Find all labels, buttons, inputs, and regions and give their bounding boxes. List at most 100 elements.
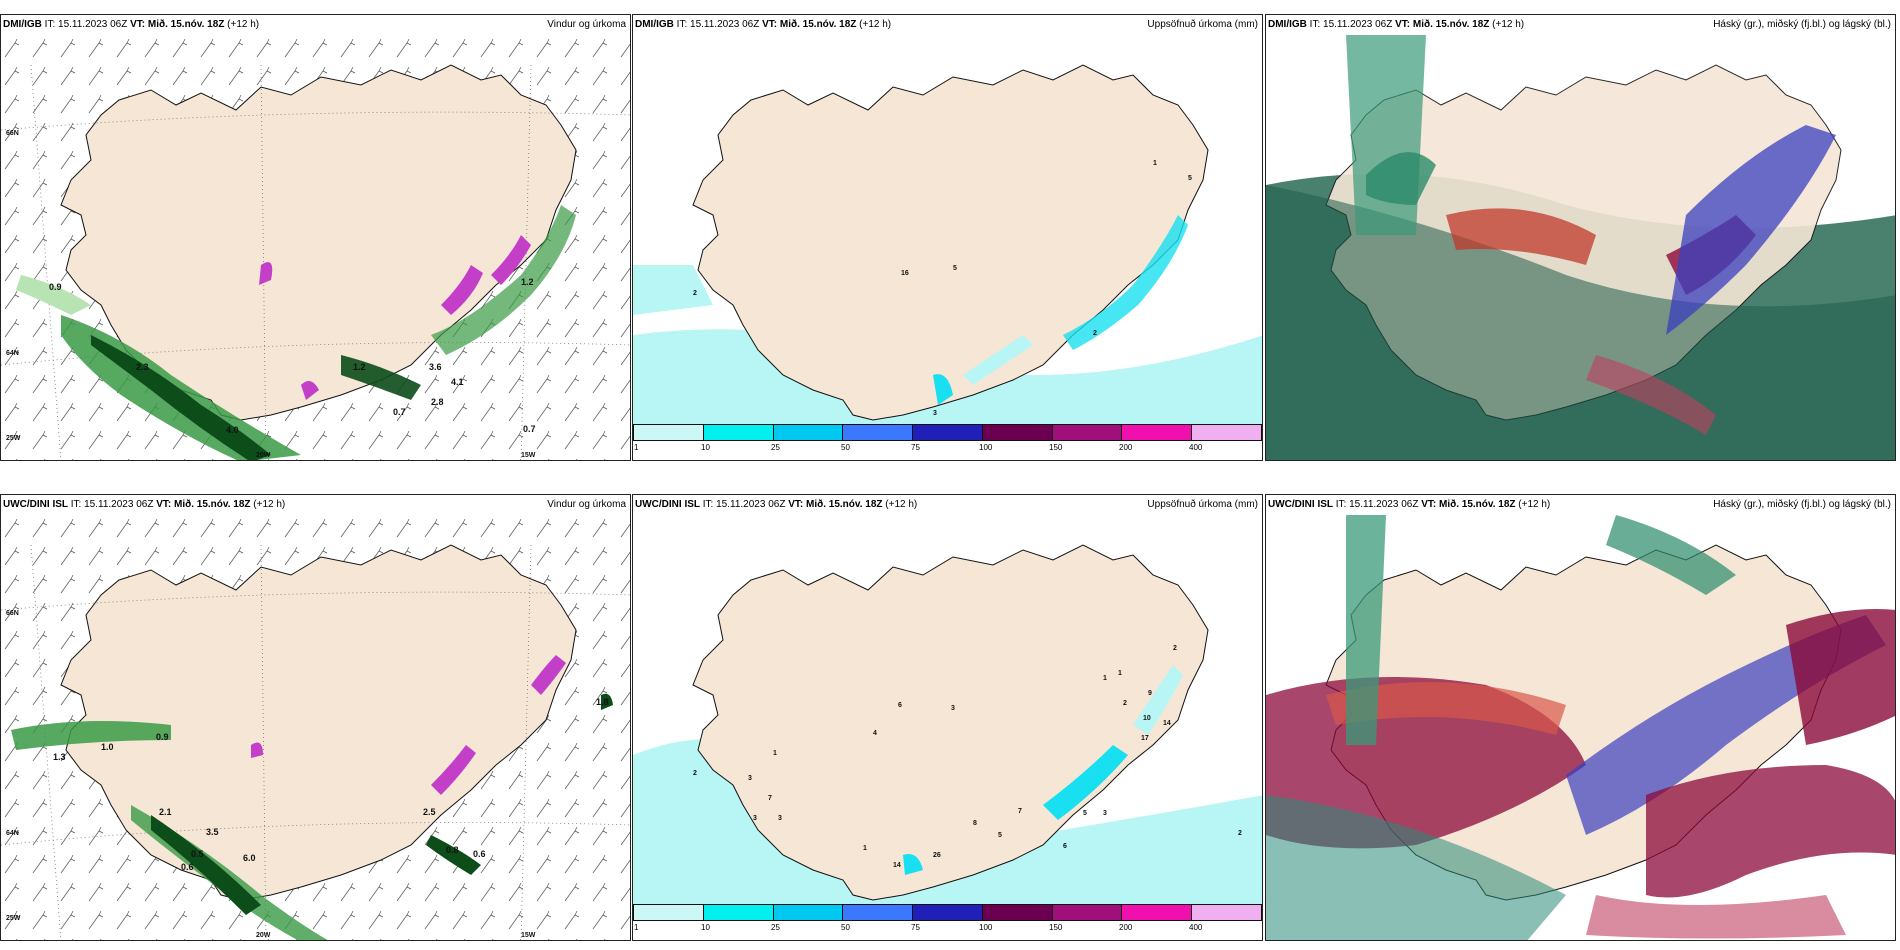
accum-value: 2 — [693, 770, 697, 777]
accum-value: 3 — [951, 705, 955, 712]
panel-title: Háský (gr.), miðský (fj.bl.) og lágský (… — [1713, 499, 1891, 510]
valid-time: Mið. 15.nóv. 18Z — [147, 19, 225, 30]
accum-value: 1 — [1153, 160, 1157, 167]
colorbar-label: 150 — [1049, 923, 1063, 932]
precip-value: 0.9 — [49, 282, 62, 292]
precip-value: 4.1 — [451, 377, 464, 387]
accum-value: 16 — [901, 270, 909, 277]
precip-value: 2.3 — [136, 362, 149, 372]
colorbar-label: 150 — [1049, 443, 1063, 452]
accum-value: 5 — [1188, 175, 1192, 182]
colorbar-label: 10 — [701, 923, 710, 932]
precip-value: 1.8 — [596, 697, 609, 707]
accum-value: 14 — [893, 862, 901, 869]
panel-header: UWC/DINI ISL IT: 15.11.2023 06Z VT: Mið.… — [1, 495, 630, 515]
accum-value: 3 — [753, 815, 757, 822]
accum-value: 26 — [933, 852, 941, 859]
colorbar-label: 50 — [841, 443, 850, 452]
lead-time: (+12 h) — [1518, 499, 1551, 510]
map-accum-precip: 2 16 5 1 5 3 2 1 10 25 50 75 100 150 200… — [633, 35, 1262, 460]
colorbar-label: 200 — [1119, 443, 1133, 452]
accum-value: 2 — [1238, 830, 1242, 837]
accum-value: 3 — [933, 410, 937, 417]
precip-value: 0.7 — [523, 424, 536, 434]
grid-label-25w: 25W — [6, 915, 21, 922]
panel-uwc-wind-precip: UWC/DINI ISL IT: 15.11.2023 06Z VT: Mið.… — [0, 494, 631, 941]
precip-value: 0.8 — [446, 845, 459, 855]
accum-value: 1 — [1118, 670, 1122, 677]
map-wind-precip: 0.9 2.3 1.2 4.0 0.7 3.6 4.1 2.8 1.2 0.7 … — [1, 35, 630, 460]
accum-value: 9 — [1148, 690, 1152, 697]
accum-value: 1 — [773, 750, 777, 757]
panel-header: DMI/IGB IT: 15.11.2023 06Z VT: Mið. 15.n… — [633, 15, 1262, 35]
map-wind-precip: 0.9 1.3 1.0 2.1 3.5 0.5 0.6 6.0 0.8 0.6 … — [1, 515, 630, 940]
accum-value: 6 — [1063, 843, 1067, 850]
precip-value: 1.2 — [521, 277, 534, 287]
model-name: UWC/DINI ISL — [635, 499, 700, 510]
lead-time: (+12 h) — [1492, 19, 1525, 30]
valid-label: VT: — [762, 19, 778, 30]
panel-uwc-clouds: UWC/DINI ISL IT: 15.11.2023 06Z VT: Mið.… — [1265, 494, 1896, 941]
grid-label-64n: 64N — [6, 350, 19, 357]
precip-value: 0.9 — [156, 732, 169, 742]
accum-value: 1 — [863, 845, 867, 852]
accum-value: 3 — [1103, 810, 1107, 817]
iceland-land — [692, 544, 1209, 901]
lead-time: (+12 h) — [859, 19, 892, 30]
accum-value: 5 — [953, 265, 957, 272]
colorbar-label: 1 — [634, 443, 639, 452]
grid-label-66n: 66N — [6, 130, 19, 137]
model-name: UWC/DINI ISL — [3, 499, 68, 510]
panel-title: Háský (gr.), miðský (fj.bl.) og lágský (… — [1713, 19, 1891, 30]
colorbar-swatches — [633, 904, 1262, 921]
valid-time: Mið. 15.nóv. 18Z — [1439, 499, 1516, 510]
accum-value: 17 — [1141, 735, 1149, 742]
grid-label-20w: 20W — [256, 932, 271, 939]
panel-title: Uppsöfnuð úrkoma (mm) — [1147, 499, 1258, 510]
colorbar-label: 200 — [1119, 923, 1133, 932]
accum-value: 4 — [873, 730, 877, 737]
init-time: IT: 15.11.2023 06Z — [1309, 19, 1393, 30]
accum-value: 7 — [768, 795, 772, 802]
accum-value: 5 — [998, 832, 1002, 839]
model-name: DMI/IGB — [635, 19, 674, 30]
accum-value: 8 — [973, 820, 977, 827]
map-clouds — [1266, 515, 1895, 940]
colorbar: 1 10 25 50 75 100 150 200 400 — [633, 424, 1262, 456]
lead-time: (+12 h) — [227, 19, 260, 30]
lead-time: (+12 h) — [885, 499, 918, 510]
valid-label: VT: — [788, 499, 804, 510]
accum-value: 6 — [898, 702, 902, 709]
grid-label-66n: 66N — [6, 610, 19, 617]
precip-value: 3.6 — [429, 362, 442, 372]
model-name: DMI/IGB — [1268, 19, 1307, 30]
init-time: IT: 15.11.2023 06Z — [70, 499, 154, 510]
precip-value: 2.1 — [159, 807, 172, 817]
valid-time: Mið. 15.nóv. 18Z — [806, 499, 883, 510]
colorbar-label: 25 — [771, 923, 780, 932]
grid-label-64n: 64N — [6, 830, 19, 837]
accum-value: 7 — [1018, 808, 1022, 815]
colorbar-label: 400 — [1189, 443, 1203, 452]
panel-header: DMI/IGB IT: 15.11.2023 06Z VT: Mið. 15.n… — [1266, 15, 1895, 35]
grid-label-20w: 20W — [256, 452, 271, 459]
precip-value: 0.6 — [473, 849, 486, 859]
precip-value: 0.7 — [393, 407, 406, 417]
panel-header: DMI/IGB IT: 15.11.2023 06Z VT: Mið. 15.n… — [1, 15, 630, 35]
accum-value: 3 — [778, 815, 782, 822]
precip-value: 3.5 — [206, 827, 219, 837]
precip-value: 4.0 — [226, 425, 239, 435]
colorbar-label: 100 — [979, 923, 993, 932]
accum-value: 2 — [693, 290, 697, 297]
panel-header: UWC/DINI ISL IT: 15.11.2023 06Z VT: Mið.… — [1266, 495, 1895, 515]
init-time: IT: 15.11.2023 06Z — [702, 499, 786, 510]
panel-uwc-accum-precip: UWC/DINI ISL IT: 15.11.2023 06Z VT: Mið.… — [632, 494, 1263, 941]
valid-label: VT: — [130, 19, 146, 30]
valid-time: Mið. 15.nóv. 18Z — [174, 499, 251, 510]
init-time: IT: 15.11.2023 06Z — [676, 19, 760, 30]
valid-label: VT: — [156, 499, 172, 510]
valid-time: Mið. 15.nóv. 18Z — [1412, 19, 1490, 30]
grid-label-25w: 25W — [6, 435, 21, 442]
precip-value: 2.8 — [431, 397, 444, 407]
grid-label-15w: 15W — [521, 452, 536, 459]
